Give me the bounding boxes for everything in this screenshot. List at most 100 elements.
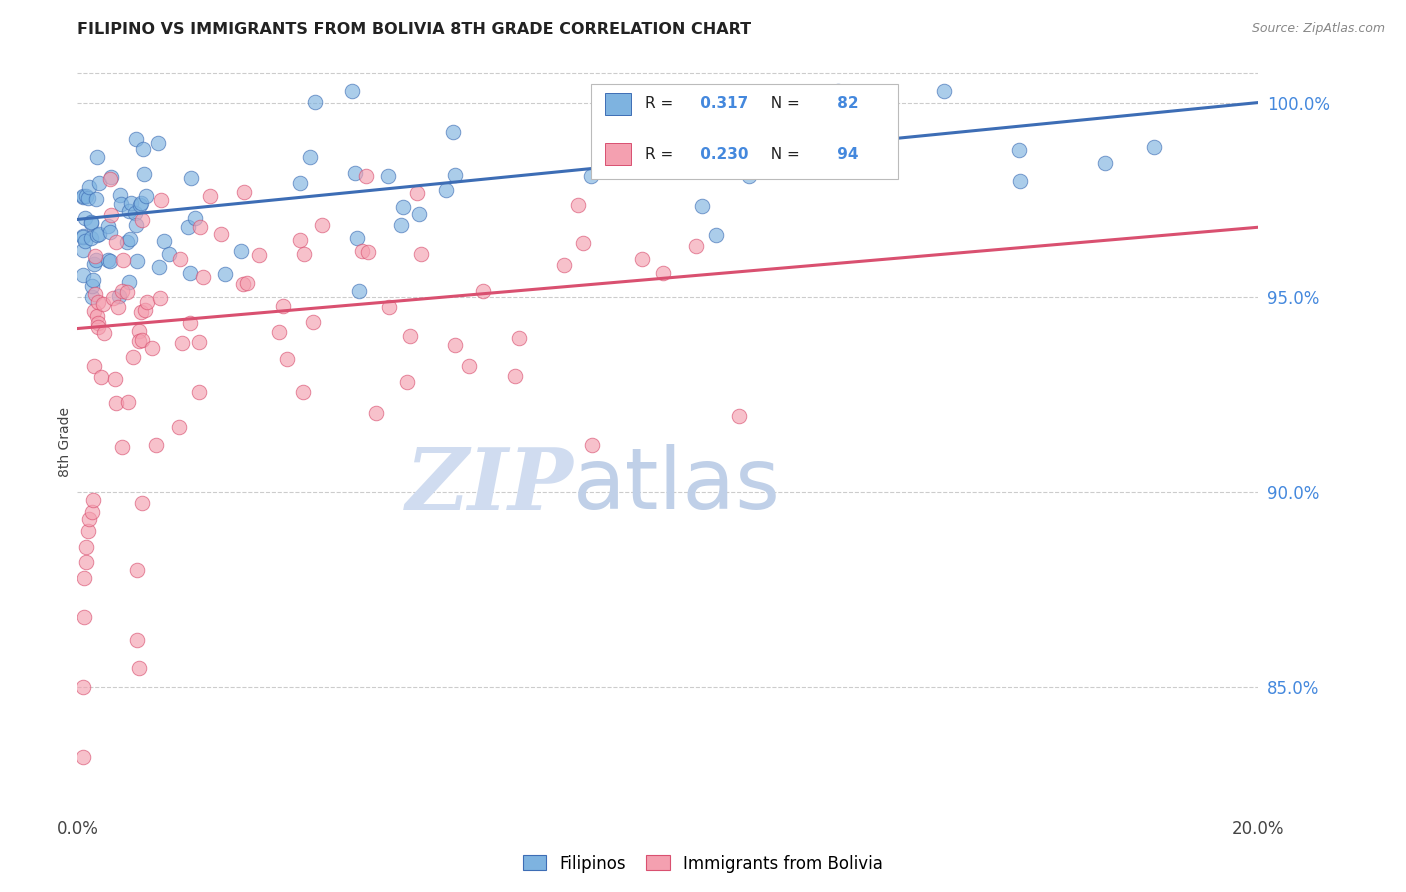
Text: Source: ZipAtlas.com: Source: ZipAtlas.com bbox=[1251, 22, 1385, 36]
Point bbox=[148, 260, 170, 274]
FancyBboxPatch shape bbox=[591, 84, 898, 178]
Point bbox=[73, 571, 96, 585]
Point bbox=[72, 750, 94, 764]
Point bbox=[82, 273, 104, 287]
Point bbox=[127, 633, 149, 648]
Text: N =: N = bbox=[761, 147, 804, 161]
Point bbox=[553, 258, 575, 272]
Point bbox=[1143, 139, 1166, 153]
Text: atlas: atlas bbox=[574, 444, 782, 527]
Point bbox=[79, 231, 101, 245]
Point bbox=[184, 211, 207, 226]
Point bbox=[135, 189, 157, 203]
Point bbox=[77, 180, 100, 194]
Point bbox=[84, 249, 107, 263]
Point bbox=[631, 252, 654, 266]
Point bbox=[86, 228, 108, 243]
Text: 94: 94 bbox=[832, 147, 859, 161]
Point bbox=[82, 505, 104, 519]
Point bbox=[122, 350, 145, 364]
Point bbox=[571, 235, 593, 250]
Point bbox=[231, 244, 253, 258]
Point bbox=[97, 219, 120, 233]
Point bbox=[828, 131, 851, 145]
Legend: Filipinos, Immigrants from Bolivia: Filipinos, Immigrants from Bolivia bbox=[516, 848, 890, 880]
Point bbox=[214, 267, 236, 281]
Point bbox=[132, 167, 155, 181]
Point bbox=[377, 169, 399, 183]
Point bbox=[86, 150, 108, 164]
Point bbox=[357, 245, 380, 260]
Point bbox=[179, 316, 201, 330]
Point bbox=[83, 359, 105, 373]
Point bbox=[141, 341, 163, 355]
Point bbox=[77, 524, 100, 538]
Point bbox=[409, 247, 432, 261]
Point bbox=[131, 496, 153, 510]
Point bbox=[83, 257, 105, 271]
Point bbox=[82, 493, 104, 508]
Point bbox=[508, 331, 530, 345]
Point bbox=[347, 285, 370, 299]
Point bbox=[84, 287, 107, 301]
Point bbox=[132, 142, 155, 156]
Point bbox=[304, 95, 326, 110]
Point bbox=[1094, 156, 1116, 170]
Point bbox=[292, 247, 315, 261]
Point bbox=[111, 440, 134, 454]
Point bbox=[105, 235, 128, 249]
Point bbox=[710, 153, 733, 167]
Point bbox=[120, 232, 142, 246]
Point bbox=[87, 176, 110, 190]
Point bbox=[72, 243, 94, 257]
Point bbox=[131, 195, 153, 210]
Text: 0.317: 0.317 bbox=[695, 96, 748, 112]
Y-axis label: 8th Grade: 8th Grade bbox=[58, 407, 72, 476]
Point bbox=[108, 188, 131, 202]
Point bbox=[73, 234, 96, 248]
Point bbox=[125, 254, 148, 268]
Point bbox=[117, 275, 139, 289]
Point bbox=[153, 234, 176, 248]
Point bbox=[131, 212, 153, 227]
Point bbox=[90, 370, 112, 384]
Point bbox=[128, 334, 150, 348]
Point bbox=[98, 172, 121, 186]
Point bbox=[276, 352, 298, 367]
Text: FILIPINO VS IMMIGRANTS FROM BOLIVIA 8TH GRADE CORRELATION CHART: FILIPINO VS IMMIGRANTS FROM BOLIVIA 8TH … bbox=[77, 22, 751, 37]
Point bbox=[472, 285, 495, 299]
Point bbox=[75, 189, 97, 203]
Point bbox=[101, 292, 124, 306]
Point bbox=[209, 227, 232, 241]
Point bbox=[193, 269, 215, 284]
Point bbox=[75, 211, 97, 225]
Point bbox=[98, 253, 121, 268]
Point bbox=[343, 166, 366, 180]
Point bbox=[75, 555, 97, 569]
Point bbox=[120, 196, 142, 211]
Point bbox=[458, 359, 481, 373]
Point bbox=[1010, 174, 1032, 188]
Point bbox=[180, 171, 202, 186]
Point bbox=[146, 136, 169, 150]
Point bbox=[179, 266, 201, 280]
Point bbox=[1008, 143, 1031, 157]
Point bbox=[77, 512, 100, 526]
Point bbox=[100, 208, 122, 222]
Point bbox=[299, 150, 322, 164]
Point bbox=[82, 278, 104, 293]
Point bbox=[87, 316, 110, 330]
Point bbox=[704, 227, 727, 242]
Point bbox=[169, 252, 191, 267]
Point bbox=[169, 420, 191, 434]
Point bbox=[72, 680, 94, 694]
Point bbox=[311, 219, 333, 233]
Point bbox=[685, 239, 707, 253]
Point bbox=[392, 200, 415, 214]
Point bbox=[128, 324, 150, 338]
Point bbox=[129, 198, 152, 212]
FancyBboxPatch shape bbox=[605, 144, 631, 165]
Point bbox=[377, 300, 399, 314]
Point bbox=[136, 294, 159, 309]
Point bbox=[134, 303, 156, 318]
